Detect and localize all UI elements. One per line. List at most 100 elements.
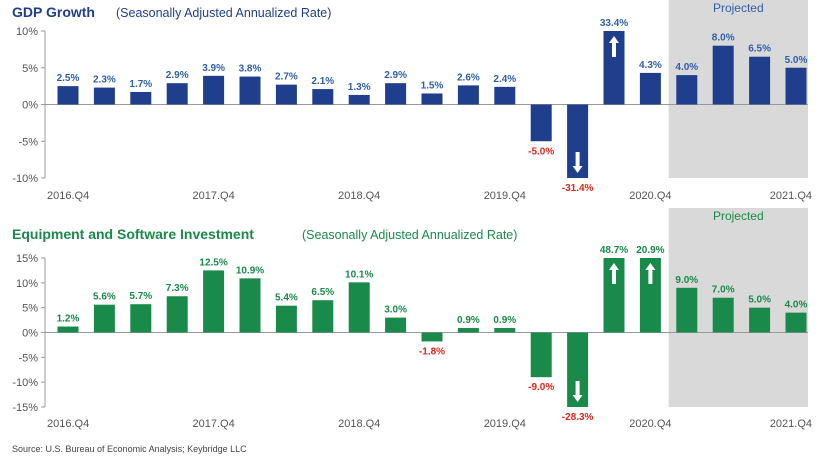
bar: [348, 94, 370, 105]
x-tick-label: 2019.Q4: [484, 418, 526, 430]
data-label: 12.5%: [199, 257, 227, 268]
bar: [749, 307, 771, 333]
data-label: -9.0%: [528, 382, 554, 393]
bar: [421, 93, 443, 105]
data-label: 2.9%: [384, 70, 407, 81]
y-tick-label: -5%: [18, 136, 38, 148]
x-tick-label: 2021.Q4: [770, 418, 812, 430]
data-label: 2.7%: [275, 72, 298, 83]
data-label: 3.9%: [202, 63, 225, 74]
x-tick-label: 2019.Q4: [484, 190, 526, 202]
data-label: 0.9%: [457, 315, 480, 326]
data-label: 1.3%: [348, 82, 371, 93]
projected-label: Projected: [713, 209, 764, 223]
bar: [166, 296, 188, 333]
bar: [530, 104, 552, 142]
arrow-down-icon: [572, 152, 583, 173]
bar: [203, 75, 225, 105]
y-tick-label: 10%: [16, 278, 38, 290]
bar: [166, 83, 188, 105]
data-label: 3.0%: [384, 305, 407, 316]
data-label: 7.0%: [712, 285, 735, 296]
data-label: 6.5%: [748, 44, 771, 55]
data-label: 6.5%: [311, 287, 334, 298]
chart-canvas: Projected GDP Growth (Seasonally Adjusted …: [12, 0, 812, 430]
x-tick-label: 2018.Q4: [338, 418, 380, 430]
x-tick-label: 2021.Q4: [770, 190, 812, 202]
bar: [239, 76, 261, 105]
bar: [57, 86, 79, 105]
chart-title: GDP Growth: [12, 4, 95, 20]
bar: [457, 85, 479, 105]
x-tick-label: 2016.Q4: [47, 418, 89, 430]
y-tick-label: -10%: [12, 377, 38, 389]
data-label: -5.0%: [528, 146, 554, 157]
data-label: 20.9%: [636, 245, 664, 256]
bar: [676, 287, 698, 333]
chart-title: Equipment and Software Investment: [12, 226, 254, 242]
data-label: 2.5%: [57, 73, 80, 84]
bar: [639, 72, 661, 105]
data-label: 9.0%: [675, 275, 698, 286]
data-label: 1.5%: [421, 80, 444, 91]
bar: [130, 92, 152, 105]
data-label: 2.6%: [457, 72, 480, 83]
bar: [312, 300, 334, 333]
bar: [457, 328, 479, 333]
bar: [530, 332, 552, 378]
bar: [603, 31, 625, 105]
data-label: 2.4%: [493, 74, 516, 85]
bar: [239, 278, 261, 333]
y-tick-label: 10%: [16, 26, 38, 38]
chart-subtitle: (Seasonally Adjusted Annualized Rate): [302, 228, 517, 242]
data-label: 4.0%: [675, 62, 698, 73]
y-tick-label: 0%: [22, 100, 38, 112]
y-tick-label: 5%: [22, 303, 38, 315]
source-note: Source: U.S. Bureau of Economic Analysis…: [12, 444, 247, 454]
bar: [603, 258, 625, 333]
data-label: 2.1%: [311, 76, 334, 87]
data-label: 4.3%: [639, 60, 662, 71]
y-tick-label: 15%: [16, 253, 38, 265]
bar: [348, 282, 370, 333]
data-label: 10.9%: [236, 265, 264, 276]
bar: [275, 84, 297, 105]
bar: [712, 45, 734, 105]
arrow-up-icon: [645, 263, 656, 284]
bar: [385, 83, 407, 105]
bar: [312, 89, 334, 105]
bar: [785, 312, 807, 333]
data-label: 5.4%: [275, 293, 298, 304]
data-label: 5.7%: [129, 291, 152, 302]
data-label: 2.9%: [166, 70, 189, 81]
y-tick-label: -15%: [12, 402, 38, 414]
y-tick-label: -5%: [18, 352, 38, 364]
bar: [421, 332, 443, 342]
data-label: 1.7%: [129, 79, 152, 90]
bar: [749, 56, 771, 105]
data-label: 5.6%: [93, 292, 116, 303]
bar: [275, 305, 297, 333]
bar: [639, 258, 661, 333]
arrow-down-icon: [572, 381, 583, 402]
data-label: -28.3%: [562, 412, 594, 423]
data-label: 7.3%: [166, 283, 189, 294]
data-label: 10.1%: [345, 269, 373, 280]
data-label: 2.3%: [93, 75, 116, 86]
x-tick-label: 2020.Q4: [629, 190, 671, 202]
bar: [385, 317, 407, 333]
y-tick-label: -10%: [12, 173, 38, 185]
data-label: -31.4%: [562, 183, 594, 194]
y-tick-label: 5%: [22, 63, 38, 75]
x-tick-label: 2016.Q4: [47, 190, 89, 202]
bar: [130, 304, 152, 333]
bar: [785, 67, 807, 105]
bar: [57, 326, 79, 333]
x-tick-label: 2017.Q4: [192, 190, 234, 202]
x-tick-label: 2018.Q4: [338, 190, 380, 202]
data-label: 5.0%: [785, 55, 808, 66]
data-label: 8.0%: [712, 33, 735, 44]
bar: [494, 328, 516, 333]
x-tick-label: 2020.Q4: [629, 418, 671, 430]
data-label: -1.8%: [419, 346, 445, 357]
